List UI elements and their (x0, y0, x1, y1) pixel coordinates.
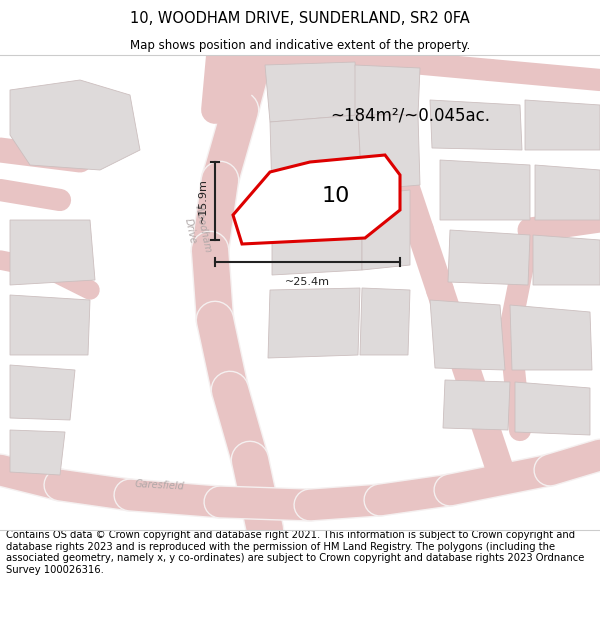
Polygon shape (358, 115, 420, 190)
Polygon shape (270, 115, 362, 195)
Polygon shape (10, 365, 75, 420)
Text: Garesfield: Garesfield (135, 479, 185, 491)
Polygon shape (272, 195, 362, 275)
Text: ~25.4m: ~25.4m (285, 277, 330, 287)
Polygon shape (10, 80, 140, 170)
Text: 10: 10 (322, 186, 350, 206)
Text: Map shows position and indicative extent of the property.: Map shows position and indicative extent… (130, 39, 470, 51)
Polygon shape (268, 288, 360, 358)
Polygon shape (265, 62, 358, 122)
Polygon shape (430, 300, 505, 370)
Polygon shape (10, 430, 65, 475)
Polygon shape (443, 380, 510, 430)
Text: Contains OS data © Crown copyright and database right 2021. This information is : Contains OS data © Crown copyright and d… (6, 530, 584, 575)
Text: Woodham
Drive: Woodham Drive (180, 204, 212, 256)
Polygon shape (233, 155, 400, 244)
Text: ~184m²/~0.045ac.: ~184m²/~0.045ac. (330, 106, 490, 124)
Polygon shape (448, 230, 530, 285)
Polygon shape (430, 100, 522, 150)
Polygon shape (510, 305, 592, 370)
Polygon shape (440, 160, 530, 220)
Polygon shape (535, 165, 600, 220)
Polygon shape (362, 190, 410, 270)
Polygon shape (355, 65, 420, 115)
Polygon shape (515, 382, 590, 435)
Polygon shape (10, 220, 95, 285)
Polygon shape (525, 100, 600, 150)
Polygon shape (360, 288, 410, 355)
Text: 10, WOODHAM DRIVE, SUNDERLAND, SR2 0FA: 10, WOODHAM DRIVE, SUNDERLAND, SR2 0FA (130, 11, 470, 26)
Polygon shape (533, 235, 600, 285)
Polygon shape (10, 295, 90, 355)
Text: ~15.9m: ~15.9m (198, 179, 208, 223)
